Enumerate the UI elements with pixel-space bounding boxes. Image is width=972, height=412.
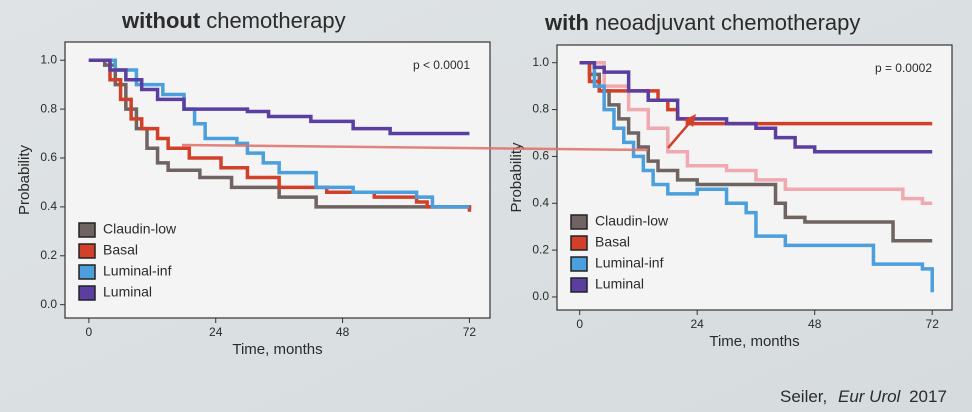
x-tick-label: 48 bbox=[336, 325, 350, 339]
y-tick-label: 0.2 bbox=[532, 242, 549, 256]
title-part: without bbox=[121, 8, 201, 33]
title-part: with bbox=[544, 10, 589, 35]
x-tick-label: 0 bbox=[86, 325, 93, 339]
title-part: chemotherapy bbox=[206, 8, 345, 33]
survival-curve bbox=[579, 60, 933, 154]
legend-label: Luminal-inf bbox=[595, 255, 664, 271]
legend-swatch bbox=[78, 222, 96, 238]
p-value: p < 0.0001 bbox=[413, 58, 470, 72]
legend-swatch bbox=[570, 214, 588, 230]
citation-journal: Eur Urol bbox=[838, 387, 902, 406]
y-tick-label: 0.4 bbox=[532, 195, 549, 209]
x-tick-label: 24 bbox=[209, 325, 223, 339]
chart-title: with neoadjuvant chemotherapy bbox=[544, 10, 860, 35]
connector-arrow bbox=[667, 119, 693, 149]
y-tick-label: 0.0 bbox=[532, 289, 549, 303]
x-axis-label: Time, months bbox=[709, 333, 799, 350]
legend-swatch bbox=[78, 243, 96, 259]
legend-swatch bbox=[78, 264, 96, 280]
survival-curve bbox=[88, 58, 470, 209]
citation-author: Seiler, bbox=[780, 387, 827, 406]
survival-curve bbox=[579, 60, 933, 206]
y-tick-label: 0.8 bbox=[532, 102, 549, 116]
x-tick-label: 72 bbox=[463, 325, 477, 339]
survival-curve bbox=[579, 60, 934, 293]
x-axis-label: Time, months bbox=[232, 341, 322, 358]
legend-label: Luminal bbox=[595, 276, 644, 292]
x-tick-label: 48 bbox=[808, 317, 822, 331]
citation-year: 2017 bbox=[909, 387, 947, 406]
legend-swatch bbox=[570, 235, 588, 251]
legend-swatch bbox=[570, 277, 588, 293]
x-tick-label: 24 bbox=[691, 317, 705, 331]
y-tick-label: 0.6 bbox=[532, 149, 549, 163]
chart-title: without chemotherapy bbox=[121, 8, 346, 33]
y-tick-label: 0.2 bbox=[40, 248, 57, 262]
y-tick-label: 1.0 bbox=[532, 55, 549, 69]
legend-label: Luminal bbox=[103, 284, 152, 300]
legend-label: Claudin-low bbox=[595, 213, 669, 229]
legend-swatch bbox=[78, 285, 96, 301]
connector-arrowhead bbox=[684, 114, 696, 127]
y-tick-label: 0.0 bbox=[40, 297, 57, 311]
survival-curve bbox=[88, 58, 472, 210]
citation: Seiler, Eur Urol 2017 bbox=[780, 387, 947, 406]
title-part: neoadjuvant chemotherapy bbox=[595, 10, 860, 35]
y-tick-label: 0.8 bbox=[40, 101, 57, 115]
y-tick-label: 0.4 bbox=[40, 199, 57, 213]
y-axis-label: Probability bbox=[508, 142, 525, 213]
legend-swatch bbox=[570, 256, 588, 272]
survival-curve bbox=[88, 58, 470, 136]
connector-line bbox=[181, 143, 649, 152]
y-axis-label: Probability bbox=[16, 144, 33, 215]
y-tick-label: 0.6 bbox=[40, 150, 57, 164]
legend-label: Luminal-inf bbox=[103, 263, 172, 279]
survival-curve bbox=[579, 60, 933, 243]
legend-label: Basal bbox=[595, 234, 630, 250]
y-tick-label: 1.0 bbox=[40, 52, 57, 66]
x-tick-label: 72 bbox=[926, 317, 940, 331]
legend-label: Basal bbox=[103, 242, 138, 258]
x-tick-label: 0 bbox=[576, 317, 583, 331]
legend-label: Claudin-low bbox=[103, 221, 177, 237]
p-value: p = 0.0002 bbox=[875, 61, 932, 75]
